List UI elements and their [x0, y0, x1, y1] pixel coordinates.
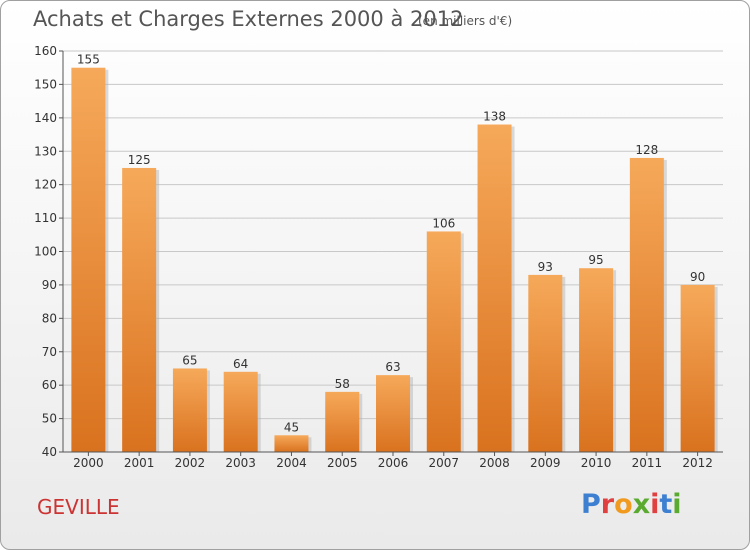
- y-tick-label: 150: [34, 77, 57, 91]
- data-label: 90: [690, 270, 705, 284]
- y-tick-label: 140: [34, 111, 57, 125]
- data-label: 93: [538, 260, 553, 274]
- bar: [172, 368, 207, 452]
- data-label: 106: [432, 216, 455, 230]
- data-label: 125: [128, 153, 151, 167]
- chart-title: Achats et Charges Externes 2000 à 2012: [33, 7, 464, 31]
- x-tick-label: 2001: [124, 456, 155, 470]
- data-label: 128: [635, 143, 658, 157]
- data-label: 64: [233, 357, 248, 371]
- logo-letter: P: [581, 489, 601, 520]
- logo-letter: r: [600, 489, 615, 520]
- bar: [223, 371, 258, 452]
- chart-unit-note: (en milliers d'€): [418, 14, 513, 28]
- data-label: 138: [483, 110, 506, 124]
- labels: 40 50 60 70 80 90 100 110 120 130 140 150 160 155 2000…: [34, 44, 713, 470]
- bar: [376, 375, 410, 452]
- x-tick-label: 2000: [73, 456, 104, 470]
- bar: [579, 268, 614, 452]
- bar: [680, 284, 715, 452]
- x-tick-label: 2012: [682, 456, 713, 470]
- y-tick-label: 160: [34, 44, 57, 58]
- data-label: 155: [77, 53, 100, 67]
- data-label: 58: [335, 377, 350, 391]
- x-tick-label: 2005: [327, 456, 358, 470]
- bar: [528, 274, 563, 452]
- x-tick-label: 2009: [530, 456, 561, 470]
- y-tick-label: 120: [34, 178, 57, 192]
- y-tick-label: 40: [42, 445, 57, 459]
- x-tick-label: 2003: [225, 456, 256, 470]
- x-tick-label: 2002: [175, 456, 206, 470]
- commune-name: GEVILLE: [37, 495, 120, 519]
- proxiti-logo[interactable]: Proxiti: [581, 489, 682, 520]
- logo-letter: o: [614, 489, 633, 520]
- axes: [59, 50, 723, 456]
- y-tick-label: 80: [42, 311, 57, 325]
- bar: [629, 157, 664, 452]
- x-tick-label: 2007: [428, 456, 459, 470]
- x-tick-label: 2011: [632, 456, 663, 470]
- data-label: 95: [588, 253, 603, 267]
- bars: [71, 67, 718, 453]
- logo-letter: x: [632, 489, 651, 520]
- x-tick-label: 2004: [276, 456, 307, 470]
- bar: [477, 124, 512, 453]
- logo-letter: t: [659, 489, 673, 520]
- logo-letter: i: [672, 489, 682, 520]
- y-tick-label: 90: [42, 278, 57, 292]
- bar: [71, 67, 106, 452]
- bar: [122, 167, 157, 453]
- y-tick-label: 100: [34, 245, 57, 259]
- y-tick-label: 50: [42, 412, 57, 426]
- y-tick-label: 70: [42, 345, 57, 359]
- bar: [426, 231, 461, 452]
- y-tick-label: 110: [34, 211, 57, 225]
- y-tick-label: 60: [42, 378, 57, 392]
- logo-letter: i: [650, 489, 660, 520]
- bar: [325, 391, 360, 452]
- y-tick-label: 130: [34, 144, 57, 158]
- data-label: 63: [385, 360, 400, 374]
- x-tick-label: 2006: [378, 456, 409, 470]
- data-label: 65: [182, 353, 197, 367]
- data-label: 45: [284, 420, 299, 434]
- x-tick-label: 2010: [581, 456, 612, 470]
- x-tick-label: 2008: [479, 456, 510, 470]
- bar: [274, 435, 309, 452]
